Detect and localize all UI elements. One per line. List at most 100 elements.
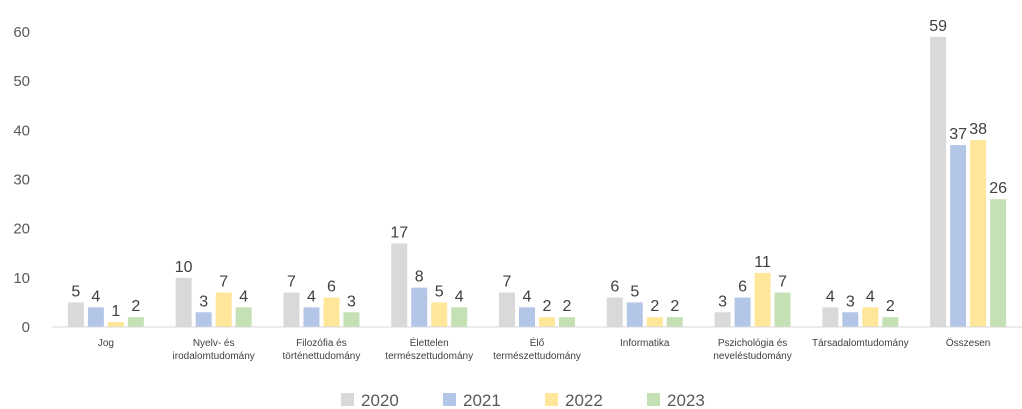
bar — [499, 292, 515, 327]
data-label: 6 — [610, 279, 619, 296]
data-label: 3 — [846, 293, 855, 310]
legend-label: 2023 — [667, 391, 705, 409]
bar — [606, 297, 623, 327]
bar — [950, 145, 967, 327]
data-label: 2 — [670, 298, 679, 315]
data-label: 7 — [778, 274, 787, 291]
bar — [107, 322, 124, 327]
data-label: 6 — [327, 279, 336, 296]
bar — [215, 292, 232, 327]
x-tick-label: Társadalomtudomány — [812, 338, 909, 349]
bar — [882, 317, 899, 327]
data-label: 2 — [131, 298, 140, 315]
x-tick-label: Élő természettudomány — [493, 336, 581, 362]
x-tick-label: Nyelv- és irodalomtudomány — [173, 338, 255, 362]
y-tick-label: 30 — [13, 172, 30, 189]
legend-swatch — [545, 393, 558, 406]
bar — [822, 307, 839, 327]
data-label: 8 — [415, 269, 424, 286]
bar — [970, 140, 987, 327]
y-axis: 0 10 20 30 40 50 60 — [13, 24, 30, 336]
bars — [67, 36, 1007, 328]
data-label: 3 — [199, 293, 208, 310]
bar — [451, 307, 468, 327]
data-label: 10 — [175, 259, 193, 276]
bar — [626, 302, 643, 327]
data-label: 2 — [563, 298, 572, 315]
data-label: 4 — [523, 288, 532, 305]
data-label: 4 — [866, 288, 875, 305]
bar — [734, 297, 751, 327]
bar — [714, 312, 731, 327]
data-label: 7 — [287, 274, 296, 291]
bar — [646, 317, 663, 327]
legend-swatch — [443, 393, 456, 406]
data-label: 4 — [826, 288, 835, 305]
bar — [754, 272, 771, 327]
y-tick-label: 40 — [13, 122, 30, 139]
data-label: 4 — [307, 288, 316, 305]
bar — [323, 297, 340, 327]
data-label: 7 — [219, 274, 228, 291]
data-label: 38 — [969, 121, 987, 138]
bar — [343, 312, 360, 327]
data-label: 2 — [650, 298, 659, 315]
data-label: 2 — [886, 298, 895, 315]
data-label: 4 — [239, 288, 248, 305]
bar — [87, 307, 104, 327]
data-label: 3 — [718, 293, 727, 310]
data-label: 3 — [347, 293, 356, 310]
y-tick-label: 60 — [13, 24, 30, 41]
y-tick-label: 0 — [22, 319, 30, 336]
bar — [127, 317, 144, 327]
bar — [862, 307, 879, 327]
bar — [67, 302, 84, 327]
data-label: 7 — [503, 274, 512, 291]
data-label: 37 — [949, 126, 967, 143]
bar — [303, 307, 320, 327]
data-label: 5 — [435, 283, 444, 300]
y-tick-label: 20 — [13, 221, 30, 238]
data-label: 4 — [91, 288, 100, 305]
bar — [391, 243, 408, 327]
legend-label: 2021 — [463, 391, 501, 409]
bar — [539, 317, 555, 327]
legend-label: 2020 — [361, 391, 399, 409]
legend-label: 2022 — [565, 391, 603, 409]
x-tick-label: Élettelen természettudomány — [385, 336, 473, 362]
data-label: 59 — [929, 18, 947, 35]
y-tick-label: 50 — [13, 73, 30, 90]
legend-swatch — [647, 393, 660, 406]
data-label: 17 — [390, 224, 408, 241]
x-tick-label: Informatika — [620, 338, 670, 349]
bar — [666, 317, 683, 327]
x-axis: Jog Nyelv- és irodalomtudomány Filozófia és… — [52, 326, 1022, 362]
bar — [519, 307, 535, 327]
data-label: 5 — [630, 283, 639, 300]
x-tick-label: Jog — [98, 338, 114, 349]
bar — [930, 36, 947, 328]
bar — [411, 287, 428, 327]
bar — [283, 292, 300, 327]
data-label: 5 — [71, 283, 80, 300]
bar — [990, 199, 1007, 327]
bar — [175, 277, 192, 327]
bar — [431, 302, 448, 327]
data-label: 6 — [738, 279, 747, 296]
bar — [559, 317, 575, 327]
data-label: 11 — [754, 254, 771, 271]
data-label: 4 — [455, 288, 464, 305]
data-label: 2 — [543, 298, 552, 315]
bar — [195, 312, 212, 327]
x-tick-label: Összesen — [946, 337, 990, 349]
legend-swatch — [341, 393, 354, 406]
bar — [842, 312, 859, 327]
data-label: 1 — [111, 303, 120, 320]
x-tick-label: Filozófia és történettudomány — [283, 338, 361, 362]
x-tick-label: Pszichológia és neveléstudomány — [713, 338, 791, 362]
legend: 2020 2021 2022 2023 — [341, 391, 705, 409]
data-label: 26 — [989, 180, 1007, 197]
bar — [235, 307, 252, 327]
